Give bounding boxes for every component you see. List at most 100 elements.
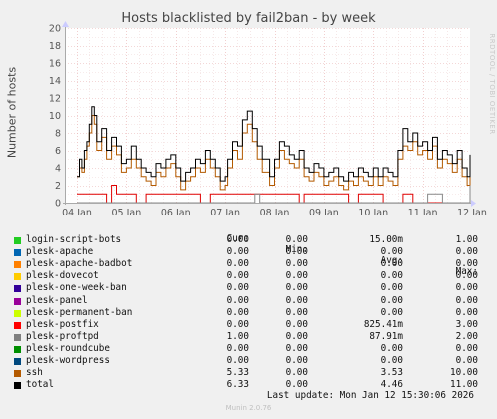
legend-value-avg: 15.00m: [369, 234, 403, 245]
legend-value-min: 0.00: [285, 342, 308, 354]
y-tick-label: 8: [55, 129, 61, 140]
legend-value-max: 3.00: [455, 318, 478, 330]
legend-swatch: [14, 261, 21, 269]
legend-value-cur: 5.33: [226, 367, 249, 379]
legend-value-cur: 1.00: [226, 330, 249, 342]
series-line-total: [77, 106, 471, 182]
legend-header-min: Min:: [285, 244, 308, 255]
legend-series-name: plesk-panel: [26, 294, 88, 306]
x-tick-label: 10 Jan: [358, 208, 388, 215]
legend-value-avg: 0.00: [380, 246, 403, 258]
legend-swatch: [14, 297, 21, 305]
legend-value-avg: 4.46: [380, 379, 403, 391]
legend-swatch: [14, 321, 21, 329]
legend-swatch: [14, 358, 21, 365]
legend-series-name: ssh: [26, 367, 43, 379]
legend-value-avg: 3.53: [380, 367, 403, 379]
legend-series-name: plesk-proftpd: [26, 330, 99, 342]
legend-row: plesk-apache-badbot 0.00 0.00 0.00 0.00: [14, 258, 484, 270]
legend-value-cur: 0.00: [226, 318, 249, 330]
legend-value-avg: 0.00: [380, 294, 403, 306]
legend-value-avg: 0.00: [380, 258, 403, 270]
x-tick-labels: 04 Jan 05 Jan 06 Jan 07 Jan 08 Jan 09 Jan 10 J…: [62, 208, 487, 215]
legend-value-cur: 0.00: [226, 270, 249, 282]
legend-swatch: [14, 285, 21, 293]
y-tick-label: 6: [55, 146, 61, 157]
last-update: Last update: Mon Jan 12 15:30:06 2026: [266, 390, 474, 401]
legend-value-min: 0.00: [285, 258, 308, 270]
legend-series-name: plesk-dovecot: [26, 270, 99, 282]
x-tick-label: 06 Jan: [161, 208, 191, 215]
y-tick-label: 20: [49, 24, 61, 35]
legend-value-max: 0.00: [455, 355, 478, 366]
x-tick-label: 04 Jan: [62, 208, 92, 215]
legend-value-min: 0.00: [285, 318, 308, 330]
legend-row: plesk-roundcube 0.00 0.00 0.00 0.00: [14, 343, 484, 355]
legend-series-name: plesk-wordpress: [26, 355, 110, 366]
legend-swatch: [14, 309, 21, 317]
legend-row: total 6.33 0.00 4.46 11.00: [14, 379, 484, 391]
legend-value-max: 1.00: [455, 234, 478, 245]
legend-value-max: 0.00: [455, 294, 478, 306]
x-tick-label: 07 Jan: [210, 208, 240, 215]
munin-version: Munin 2.0.76: [225, 404, 272, 412]
legend-value-cur: 0.00: [226, 355, 249, 366]
legend-value-cur: 0.00: [226, 342, 249, 354]
legend-series-name: plesk-permanent-ban: [26, 306, 133, 318]
legend-series-name: total: [26, 379, 54, 391]
x-tick-label: 08 Jan: [260, 208, 290, 215]
legend-value-max: 0.00: [455, 342, 478, 354]
legend-value-min: 0.00: [285, 246, 308, 258]
legend-header-max: Max:: [455, 266, 478, 277]
legend-value-max: 0.00: [455, 258, 478, 270]
legend-swatch: [14, 382, 21, 390]
legend-value-cur: 0.00: [226, 306, 249, 318]
legend-header-avg: Avg:: [380, 255, 403, 266]
legend-series-name: plesk-postfix: [26, 318, 99, 330]
legend-value-max: 0.00: [455, 270, 478, 282]
x-tick-label: 12 Jan: [457, 208, 487, 215]
legend-value-min: 0.00: [285, 379, 308, 391]
legend-value-max: 0.00: [455, 306, 478, 318]
legend-row: plesk-panel 0.00 0.00 0.00 0.00: [14, 295, 484, 307]
legend-value-avg: 0.00: [380, 355, 403, 366]
y-tick-label: 4: [55, 164, 61, 175]
legend-value-min: 0.00: [285, 306, 308, 318]
legend-series-name: plesk-apache: [26, 246, 94, 258]
legend-value-max: 0.00: [455, 282, 478, 294]
x-axis-arrow: [471, 200, 476, 207]
y-tick-label: 12: [49, 94, 61, 105]
legend-value-avg: 87.91m: [369, 330, 403, 342]
legend-value-max: 11.00: [450, 379, 478, 391]
legend-value-max: 2.00: [455, 330, 478, 342]
legend-swatch: [14, 249, 21, 257]
legend-value-cur: 0.00: [226, 294, 249, 306]
legend-row: ssh 5.33 0.00 3.53 10.00: [14, 367, 484, 379]
y-tick-label: 10: [49, 111, 61, 122]
legend-value-cur: 0.00: [226, 282, 249, 294]
legend-header-cur: Cur:: [226, 233, 249, 244]
legend-value-max: 0.00: [455, 246, 478, 258]
y-tick-label: 0: [55, 199, 61, 210]
series-line-ssh: [77, 115, 471, 191]
legend-row: plesk-apache 0.00 0.00 0.00 0.00: [14, 246, 484, 258]
legend-value-min: 0.00: [285, 282, 308, 294]
x-tick-label: 11 Jan: [408, 208, 438, 215]
legend-value-min: 0.00: [285, 330, 308, 342]
legend-value-min: 0.00: [285, 355, 308, 366]
legend-row: login-script-bots 0.00 0.00 15.00m 1.00: [14, 234, 484, 246]
legend-series-name: login-script-bots: [26, 234, 122, 245]
legend-value-min: 0.00: [285, 294, 308, 306]
chart-title: Hosts blacklisted by fail2ban - by week: [121, 11, 376, 26]
x-tick-label: 05 Jan: [111, 208, 141, 215]
legend-swatch: [14, 237, 21, 244]
legend-row: plesk-permanent-ban 0.00 0.00 0.00 0.00: [14, 307, 484, 319]
x-tick-label: 09 Jan: [309, 208, 339, 215]
legend-value-avg: 0.00: [380, 306, 403, 318]
legend-swatch: [14, 273, 21, 281]
legend-value-cur: 0.00: [226, 234, 249, 245]
legend-value-avg: 0.00: [380, 282, 403, 294]
chart-plot: 0 2 4 6 8 10 12 14 16 18 20 04 Jan 05 Jan 06 Jan 07 J…: [49, 21, 487, 215]
legend-row: plesk-postfix 0.00 0.00 825.41m 3.00: [14, 319, 484, 331]
legend-value-avg: 825.41m: [363, 318, 403, 330]
